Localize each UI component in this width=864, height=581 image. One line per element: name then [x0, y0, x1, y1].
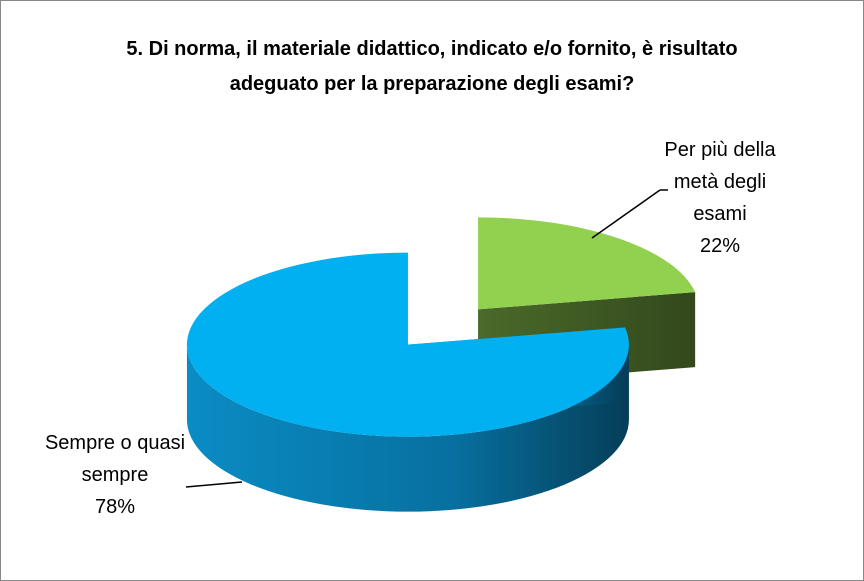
chart-title: 5. Di norma, il materiale didattico, ind…	[126, 38, 738, 95]
data-label: Sempre o quasi sempre 78%	[40, 427, 190, 523]
category-label: Per più della metà degli esami	[664, 139, 776, 225]
pie-slice	[186, 252, 629, 437]
pie-slice	[478, 217, 696, 310]
category-label: Sempre o quasi sempre	[44, 432, 186, 486]
value-label: 78%	[94, 496, 136, 518]
pie-side	[186, 344, 629, 512]
value-label: 22%	[699, 235, 741, 257]
leader-line	[185, 481, 243, 488]
data-label: Per più della metà degli esami 22%	[645, 134, 795, 262]
leader-line	[591, 189, 661, 239]
pie	[186, 217, 696, 512]
